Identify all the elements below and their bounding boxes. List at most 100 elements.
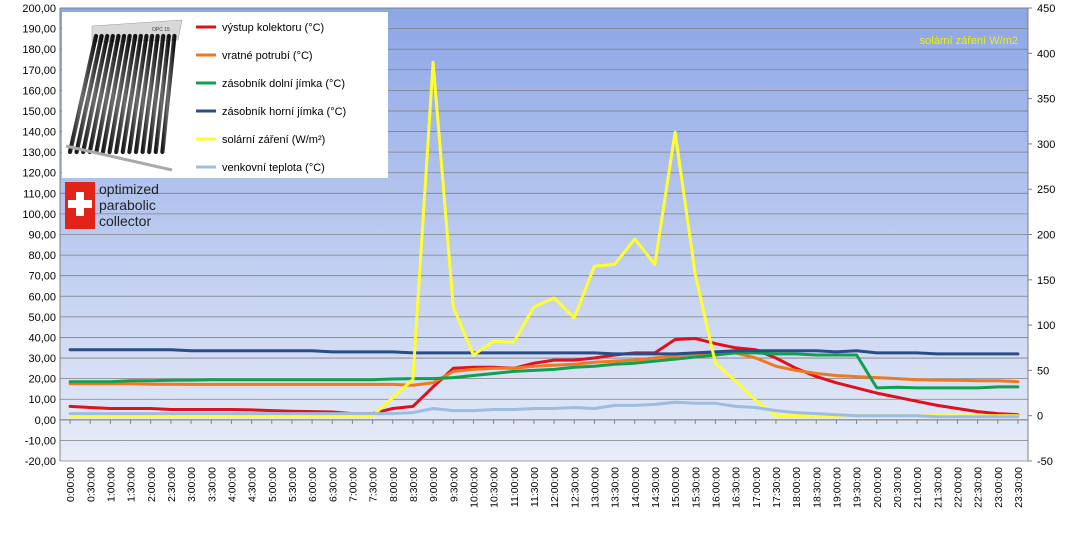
left-tick-label: 40,00 bbox=[28, 332, 56, 344]
collector-tag: OPC 15 bbox=[152, 27, 170, 33]
x-tick-label: 18:00:00 bbox=[791, 467, 803, 508]
collector-tube bbox=[160, 33, 177, 155]
x-tick-label: 1:30:00 bbox=[126, 467, 138, 502]
right-tick-label: 0 bbox=[1037, 411, 1043, 423]
collector-tube bbox=[147, 33, 166, 155]
x-tick-label: 16:00:00 bbox=[710, 467, 722, 508]
collector-tube bbox=[107, 33, 132, 155]
x-tick-label: 14:30:00 bbox=[650, 467, 662, 508]
series-layer bbox=[68, 60, 1020, 419]
x-tick-label: 19:30:00 bbox=[852, 467, 864, 508]
x-tick-label: 22:30:00 bbox=[973, 467, 985, 508]
x-tick-label: 2:30:00 bbox=[166, 467, 178, 502]
x-tick-label: 20:00:00 bbox=[872, 467, 884, 508]
x-tick-label: 8:00:00 bbox=[388, 467, 400, 502]
left-tick-label: 30,00 bbox=[28, 353, 56, 365]
left-tick-label: 90,00 bbox=[28, 230, 56, 242]
left-tick-label: 10,00 bbox=[28, 394, 56, 406]
right-tick-label: 350 bbox=[1037, 94, 1055, 106]
x-tick-label: 2:00:00 bbox=[146, 467, 158, 502]
right-tick-label: 200 bbox=[1037, 230, 1055, 242]
x-tick-label: 7:00:00 bbox=[347, 467, 359, 502]
left-tick-label: 200,00 bbox=[22, 3, 56, 15]
x-tick-label: 7:30:00 bbox=[368, 467, 380, 502]
x-tick-label: 17:30:00 bbox=[771, 467, 783, 508]
legend-label: výstup kolektoru (°C) bbox=[222, 22, 324, 34]
x-tick-label: 11:00:00 bbox=[509, 467, 521, 507]
x-tick-label: 20:30:00 bbox=[892, 467, 904, 508]
x-tick-label: 17:00:00 bbox=[751, 467, 763, 508]
series-line-2 bbox=[68, 351, 1020, 387]
x-tick-label: 3:00:00 bbox=[186, 467, 198, 502]
x-tick-label: 23:30:00 bbox=[1013, 467, 1025, 508]
left-tick-label: 70,00 bbox=[28, 271, 56, 283]
x-tick-label: 14:00:00 bbox=[630, 467, 642, 508]
x-tick-label: 22:00:00 bbox=[952, 467, 964, 508]
brand-line: optimized bbox=[99, 181, 159, 197]
left-tick-label: 140,00 bbox=[22, 127, 56, 139]
right-tick-label: 150 bbox=[1037, 275, 1055, 287]
collector-tube bbox=[140, 33, 160, 155]
collector-tube bbox=[74, 33, 104, 155]
left-tick-label: 130,00 bbox=[22, 147, 56, 159]
legend-label: venkovní teplota (°C) bbox=[222, 162, 325, 174]
x-tick-label: 16:30:00 bbox=[731, 467, 743, 508]
series-line-4 bbox=[68, 348, 1020, 356]
x-tick-label: 15:30:00 bbox=[690, 467, 702, 508]
x-tick-label: 5:00:00 bbox=[267, 467, 279, 502]
x-tick-label: 6:00:00 bbox=[307, 467, 319, 502]
collector-tube bbox=[120, 33, 143, 155]
collector-frame bbox=[65, 144, 173, 172]
right-tick-label: 50 bbox=[1037, 365, 1049, 377]
x-tick-label: 12:30:00 bbox=[569, 467, 581, 508]
right-tick-label: 450 bbox=[1037, 3, 1055, 15]
x-tick-label: 18:30:00 bbox=[811, 467, 823, 508]
left-tick-label: 190,00 bbox=[22, 24, 56, 36]
collector-tube bbox=[127, 33, 149, 155]
x-tick-label: 10:30:00 bbox=[489, 467, 501, 508]
collector-tube bbox=[67, 33, 99, 155]
left-tick-label: 0,00 bbox=[35, 415, 56, 427]
legend: výstup kolektoru (°C) vratné potrubí (°C)… bbox=[192, 12, 388, 178]
left-tick-label: 80,00 bbox=[28, 250, 56, 262]
collector-tube bbox=[153, 33, 171, 155]
x-tick-label: 3:30:00 bbox=[206, 467, 218, 502]
legend-label: vratné potrubí (°C) bbox=[222, 50, 313, 62]
left-tick-label: -20,00 bbox=[25, 456, 56, 468]
series-line-1 bbox=[68, 337, 1020, 417]
x-tick-label: 10:00:00 bbox=[468, 467, 480, 508]
left-tick-label: 50,00 bbox=[28, 312, 56, 324]
right-tick-label: 100 bbox=[1037, 320, 1055, 332]
collector-tube bbox=[100, 33, 127, 155]
left-tick-label: 180,00 bbox=[22, 44, 56, 56]
x-tick-label: 23:00:00 bbox=[993, 467, 1005, 508]
left-tick-label: 150,00 bbox=[22, 106, 56, 118]
left-tick-label: 120,00 bbox=[22, 168, 56, 180]
x-tick-label: 21:00:00 bbox=[912, 467, 924, 508]
x-tick-label: 19:00:00 bbox=[831, 467, 843, 508]
right-tick-label: -50 bbox=[1037, 456, 1053, 468]
x-tick-label: 15:00:00 bbox=[670, 467, 682, 508]
legend-label: zásobník horní jímka (°C) bbox=[222, 106, 346, 118]
series-line-6 bbox=[68, 400, 1020, 419]
x-tick-label: 11:30:00 bbox=[529, 467, 541, 507]
left-tick-label: -10,00 bbox=[25, 435, 56, 447]
left-tick-label: 20,00 bbox=[28, 374, 56, 386]
legend-label: solární záření (W/m²) bbox=[222, 134, 325, 146]
x-tick-label: 13:00:00 bbox=[589, 467, 601, 508]
series-line-3 bbox=[68, 351, 1020, 390]
collector-tube bbox=[81, 33, 110, 155]
collector-tube bbox=[133, 33, 155, 155]
legend-label: zásobník dolní jímka (°C) bbox=[222, 78, 345, 90]
x-tick-label: 9:30:00 bbox=[448, 467, 460, 502]
x-tick-label: 5:30:00 bbox=[287, 467, 299, 502]
x-tick-label: 8:30:00 bbox=[408, 467, 420, 502]
collector-tube bbox=[87, 33, 115, 155]
right-axis-title: solární záření W/m2 bbox=[920, 35, 1018, 47]
x-tick-label: 4:30:00 bbox=[247, 467, 259, 502]
x-tick-label: 0:00:00 bbox=[65, 467, 77, 502]
x-tick-label: 12:00:00 bbox=[549, 467, 561, 508]
brand-line: parabolic bbox=[99, 197, 156, 213]
grid-lines bbox=[59, 7, 1029, 462]
